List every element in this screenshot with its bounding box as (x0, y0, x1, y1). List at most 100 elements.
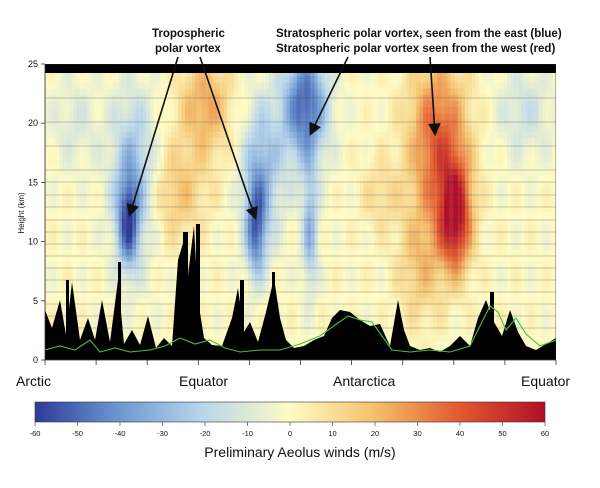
heatmap-cell (311, 224, 316, 232)
heatmap-cell (437, 230, 442, 238)
heatmap-cell (517, 212, 522, 219)
heatmap-cell (104, 236, 109, 244)
heatmap-cell (209, 242, 214, 250)
heatmap-cell (493, 119, 498, 127)
heatmap-cell (136, 125, 141, 133)
heatmap-cell (468, 236, 473, 244)
heatmap-cell (321, 175, 326, 182)
heatmap-cell (517, 224, 522, 232)
heatmap-cell (412, 156, 417, 164)
heatmap-cell (363, 82, 368, 90)
heatmap-cell (52, 230, 57, 238)
heatmap-cell (304, 230, 309, 238)
heatmap-cell (377, 242, 382, 250)
heatmap-cell (458, 156, 463, 164)
heatmap-cell (300, 150, 305, 158)
heatmap-cell (258, 168, 263, 176)
heatmap-cell (283, 224, 288, 232)
heatmap-cell (185, 199, 190, 207)
heatmap-cell (349, 242, 354, 250)
heatmap-cell (293, 224, 298, 232)
heatmap-cell (384, 187, 389, 195)
heatmap-cell (293, 261, 298, 269)
heatmap-cell (150, 168, 155, 176)
heatmap-cell (517, 162, 522, 170)
heatmap-cell (199, 162, 204, 170)
heatmap-cell (454, 224, 459, 232)
heatmap-cell (111, 138, 116, 145)
heatmap-cell (132, 236, 137, 244)
heatmap-cell (195, 88, 200, 96)
heatmap-cell (479, 168, 484, 176)
heatmap-cell (486, 125, 491, 133)
heatmap-cell (503, 101, 508, 108)
heatmap-cell (482, 113, 487, 121)
heatmap-cell (461, 113, 466, 121)
heatmap-cell (153, 249, 158, 256)
heatmap-cell (146, 236, 151, 244)
heatmap-cell (507, 230, 512, 238)
heatmap-cell (185, 218, 190, 225)
heatmap-cell (321, 101, 326, 108)
heatmap-cell (489, 131, 494, 139)
heatmap-cell (493, 101, 498, 108)
heatmap-cell (367, 193, 372, 201)
heatmap-cell (402, 144, 407, 151)
heatmap-cell (528, 212, 533, 219)
heatmap-cell (503, 131, 508, 139)
heatmap-cell (370, 119, 375, 127)
heatmap-cell (76, 125, 81, 133)
heatmap-cell (227, 224, 232, 232)
heatmap-cell (542, 175, 547, 182)
heatmap-cell (346, 255, 351, 262)
heatmap-cell (241, 150, 246, 158)
heatmap-cell (416, 212, 421, 219)
heatmap-cell (230, 255, 235, 262)
heatmap-cell (318, 187, 323, 195)
heatmap-cell (475, 212, 480, 219)
heatmap-cell (118, 70, 123, 77)
heatmap-cell (472, 144, 477, 151)
heatmap-cell (419, 230, 424, 238)
heatmap-cell (122, 212, 127, 219)
heatmap-cell (255, 150, 260, 158)
heatmap-cell (209, 224, 214, 232)
heatmap-cell (66, 70, 71, 77)
heatmap-cell (129, 107, 134, 114)
heatmap-cell (213, 181, 218, 188)
heatmap-cell (433, 150, 438, 158)
heatmap-cell (440, 150, 445, 158)
heatmap-cell (524, 249, 529, 256)
heatmap-cell (514, 255, 519, 262)
heatmap-cell (391, 82, 396, 90)
heatmap-cell (90, 156, 95, 164)
heatmap-cell (507, 236, 512, 244)
heatmap-cell (377, 181, 382, 188)
heatmap-cell (409, 218, 414, 225)
heatmap-cell (279, 168, 284, 176)
heatmap-cell (241, 175, 246, 182)
heatmap-cell (307, 242, 312, 250)
heatmap-cell (349, 193, 354, 201)
heatmap-cell (437, 88, 442, 96)
heatmap-cell (475, 101, 480, 108)
heatmap-cell (160, 242, 165, 250)
heatmap-cell (97, 101, 102, 108)
heatmap-cell (500, 76, 505, 84)
heatmap-cell (290, 144, 295, 151)
heatmap-cell (328, 138, 333, 145)
heatmap-cell (458, 242, 463, 250)
heatmap-cell (542, 261, 547, 269)
heatmap-cell (174, 199, 179, 207)
heatmap-cell (332, 138, 337, 145)
heatmap-cell (276, 82, 281, 90)
heatmap-cell (409, 261, 414, 269)
heatmap-cell (251, 70, 256, 77)
heatmap-cell (531, 267, 536, 275)
heatmap-cell (479, 199, 484, 207)
heatmap-cell (325, 119, 330, 127)
heatmap-cell (356, 205, 361, 213)
heatmap-cell (227, 113, 232, 121)
heatmap-cell (353, 138, 358, 145)
heatmap-cell (192, 193, 197, 201)
